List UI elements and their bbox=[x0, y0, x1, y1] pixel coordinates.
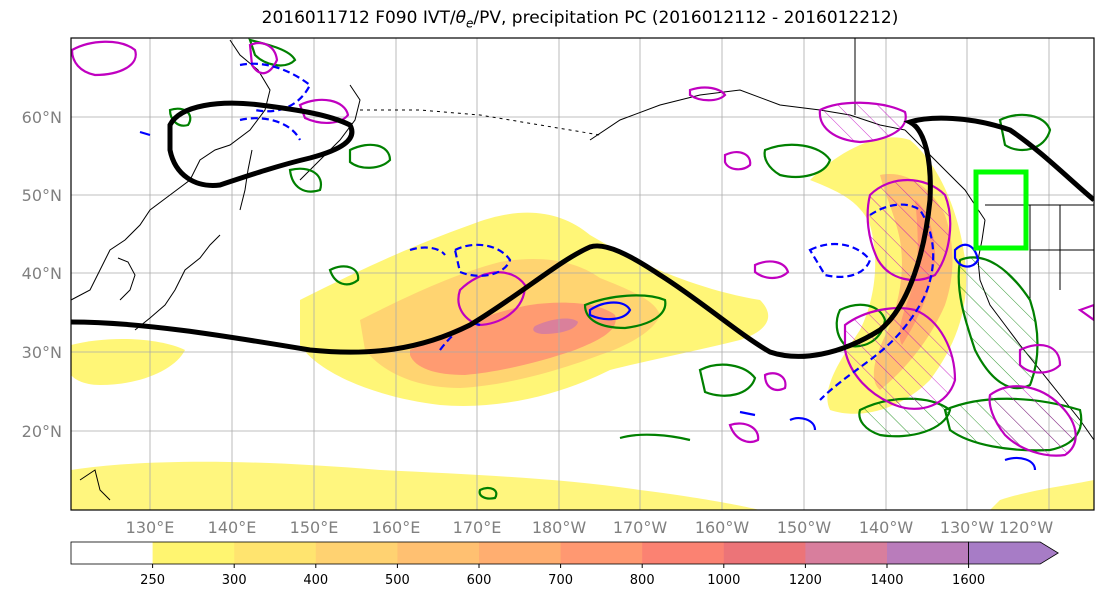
colorbar-extend-arrow bbox=[968, 541, 1059, 565]
precip-region-west bbox=[698, 363, 757, 397]
colorbar-segment bbox=[152, 542, 235, 564]
longitude-labels: 130°E 140°E 150°E 160°E 170°E 180°W 170°… bbox=[126, 518, 1054, 537]
theta-region-se2 bbox=[1018, 343, 1062, 374]
lat-label-40: 40°N bbox=[22, 264, 62, 283]
lon-label-160w: 160°W bbox=[695, 518, 750, 537]
lon-label-150w: 150°W bbox=[777, 518, 832, 537]
pv-mid-west bbox=[409, 246, 446, 256]
coast-aleutians bbox=[360, 109, 601, 136]
title-theta: θ bbox=[455, 8, 466, 28]
target-region-box bbox=[973, 169, 1029, 251]
colorbar-border bbox=[70, 541, 969, 565]
colorbar-segment bbox=[642, 542, 725, 564]
colorbar-label: 1600 bbox=[952, 573, 985, 588]
theta-north bbox=[248, 42, 279, 75]
colorbar: 250 300 400 500 600 700 800 1000 1200 1400 1600 bbox=[70, 541, 1059, 588]
precip-aleutian bbox=[348, 143, 392, 169]
theta-nw bbox=[71, 40, 137, 77]
jet-main bbox=[71, 115, 1094, 359]
pv-east-ridge bbox=[819, 203, 935, 401]
theta-region-north bbox=[818, 101, 907, 144]
theta-region-se bbox=[988, 385, 1077, 457]
colorbar-segment bbox=[479, 542, 562, 564]
pv-east-west bbox=[808, 243, 872, 278]
colorbar-label: 1200 bbox=[789, 573, 822, 588]
theta-central bbox=[457, 271, 527, 327]
coast-philippines bbox=[79, 469, 111, 501]
title-suffix: /PV, precipitation PC (2016012112 - 2016… bbox=[473, 8, 899, 28]
ivt-core bbox=[533, 318, 578, 334]
coast-korea bbox=[117, 257, 136, 301]
precip-south-bits bbox=[478, 433, 691, 500]
lon-label-160e: 160°E bbox=[372, 518, 421, 537]
lon-label-140w: 140°W bbox=[859, 518, 914, 537]
jet-northwest-loop bbox=[167, 100, 355, 188]
lat-label-30: 30°N bbox=[22, 343, 62, 362]
pv-contours bbox=[139, 62, 1037, 471]
precip-bc2 bbox=[998, 113, 1052, 152]
lat-label-50: 50°N bbox=[22, 186, 62, 205]
theta-bits bbox=[688, 86, 1094, 443]
precip-central bbox=[583, 294, 667, 330]
pv-north bbox=[239, 117, 301, 141]
state-lines bbox=[1029, 205, 1094, 300]
lon-label-170w: 170°W bbox=[613, 518, 668, 537]
colorbar-label: 300 bbox=[222, 573, 247, 588]
coast-japan bbox=[134, 234, 221, 331]
colorbar-label: 500 bbox=[385, 573, 410, 588]
lon-label-150e: 150°E bbox=[290, 518, 339, 537]
lat-label-60: 60°N bbox=[22, 108, 62, 127]
colorbar-segment bbox=[71, 542, 154, 564]
map-title: 2016011712 F090 IVT/θe/PV, precipitation… bbox=[0, 8, 1105, 30]
colorbar-segment bbox=[723, 542, 806, 564]
map-border bbox=[70, 37, 1095, 511]
ivt-southeast bbox=[990, 480, 1094, 510]
colorbar-label: 400 bbox=[303, 573, 328, 588]
precip-mid-north bbox=[328, 265, 360, 286]
pv-bits bbox=[139, 130, 1037, 471]
lon-label-130e: 130°E bbox=[126, 518, 175, 537]
precip-region-east bbox=[957, 256, 1039, 390]
pv-central-sw bbox=[439, 322, 481, 351]
pv-aleutian-dash bbox=[239, 62, 312, 113]
colorbar-segment bbox=[397, 542, 480, 564]
lon-label-120w: 120°W bbox=[999, 518, 1054, 537]
theta-kamchatka bbox=[298, 98, 350, 124]
lon-label-140e: 140°E bbox=[208, 518, 257, 537]
colorbar-label: 600 bbox=[467, 573, 492, 588]
ivt-west-edge bbox=[71, 338, 185, 385]
jet-contour bbox=[71, 100, 1094, 359]
lon-label-130w: 130°W bbox=[940, 518, 995, 537]
colorbar-segment bbox=[887, 542, 970, 564]
coast-sakhalin bbox=[239, 149, 253, 211]
colorbar-label: 800 bbox=[630, 573, 655, 588]
colorbar-segment bbox=[560, 542, 643, 564]
pv-solid-east bbox=[953, 243, 980, 268]
coast-asia bbox=[71, 39, 271, 301]
colorbar-label: 1000 bbox=[707, 573, 740, 588]
title-theta-sub: e bbox=[466, 16, 474, 31]
pv-central-solid bbox=[588, 301, 632, 321]
precip-kamchatka bbox=[288, 167, 323, 193]
colorbar-segment bbox=[234, 542, 317, 564]
colorbar-segment bbox=[315, 542, 398, 564]
colorbar-label: 700 bbox=[548, 573, 573, 588]
ivt-south-band bbox=[71, 461, 760, 510]
pv-central bbox=[453, 243, 512, 277]
colorbar-label: 1400 bbox=[870, 573, 903, 588]
precip-bc bbox=[763, 143, 832, 178]
latitude-labels: 60°N 50°N 40°N 30°N 20°N bbox=[22, 108, 62, 441]
title-prefix: 2016011712 F090 IVT/ bbox=[261, 8, 456, 28]
colorbar-segment bbox=[805, 542, 888, 564]
colorbar-label: 250 bbox=[140, 573, 165, 588]
coast-kamchatka bbox=[299, 84, 361, 181]
lon-label-180w: 180°W bbox=[532, 518, 587, 537]
lon-label-170e: 170°E bbox=[453, 518, 502, 537]
lat-label-20: 20°N bbox=[22, 422, 62, 441]
